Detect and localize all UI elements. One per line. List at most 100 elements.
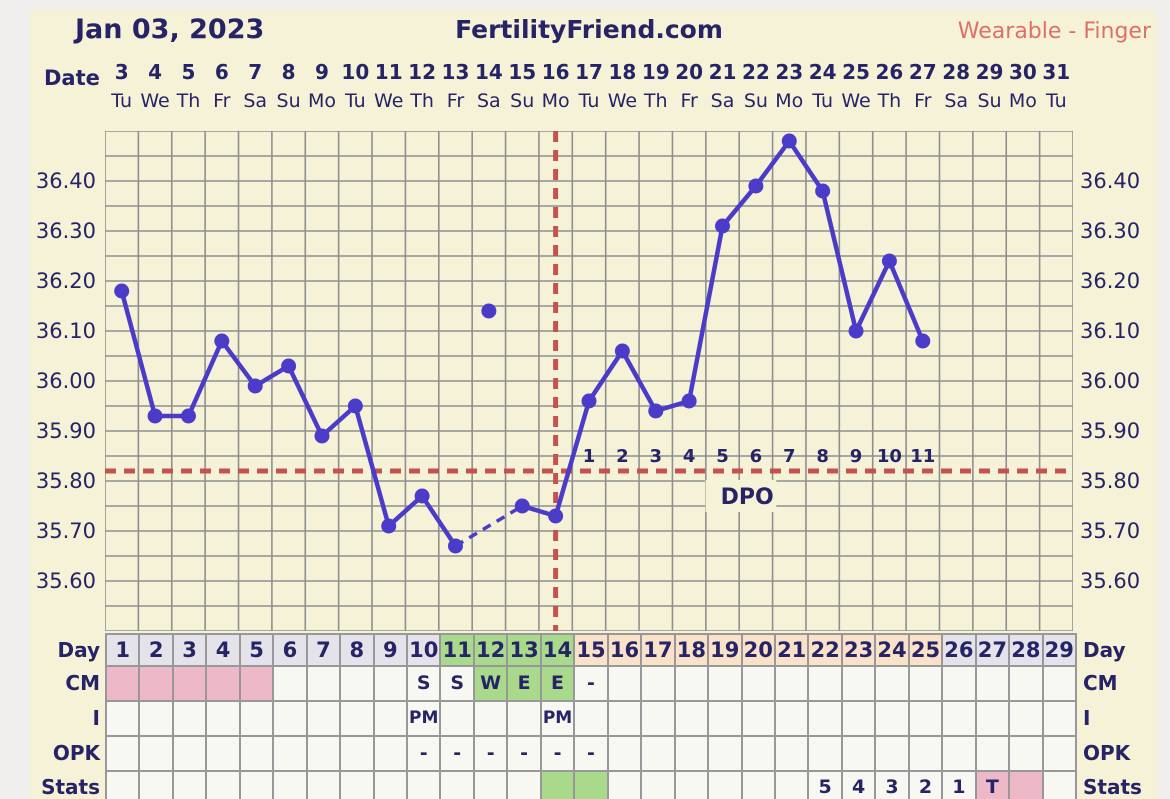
i-cell-day-2[interactable] [140, 702, 172, 735]
stats-cell-day-23[interactable]: 4 [842, 772, 875, 799]
opk-cell-day-4[interactable] [207, 737, 239, 770]
temp-point-day-19[interactable] [715, 218, 731, 234]
stats-cell-day-19[interactable] [709, 772, 741, 799]
cm-cell-day-26[interactable] [943, 667, 975, 700]
temp-point-day-4[interactable] [214, 333, 230, 349]
cm-cell-day-2[interactable] [140, 667, 172, 700]
i-cell-day-17[interactable] [642, 702, 674, 735]
temp-point-day-5[interactable] [247, 378, 263, 394]
day-cell-day-29[interactable]: 29 [1043, 635, 1075, 665]
temp-point-day-9[interactable] [381, 518, 397, 534]
opk-cell-day-6[interactable] [274, 737, 306, 770]
day-cell-day-23[interactable]: 23 [842, 635, 875, 665]
opk-cell-day-24[interactable] [876, 737, 908, 770]
day-cell-day-21[interactable]: 21 [775, 635, 808, 665]
stats-cell-day-27[interactable]: T [976, 772, 1009, 799]
cm-cell-day-16[interactable] [608, 667, 641, 700]
day-cell-day-6[interactable]: 6 [274, 635, 306, 665]
opk-cell-day-5[interactable] [240, 737, 273, 770]
stats-cell-day-20[interactable] [742, 772, 774, 799]
day-cell-day-8[interactable]: 8 [341, 635, 373, 665]
i-cell-day-24[interactable] [876, 702, 908, 735]
temp-point-day-20[interactable] [748, 178, 764, 194]
temp-point-day-11[interactable] [447, 538, 463, 554]
day-cell-day-9[interactable]: 9 [374, 635, 407, 665]
cm-cell-day-11[interactable]: S [441, 667, 473, 700]
cm-cell-day-14[interactable]: E [541, 667, 574, 700]
cm-cell-day-5[interactable] [240, 667, 273, 700]
day-cell-day-15[interactable]: 15 [575, 635, 607, 665]
stats-cell-day-2[interactable] [140, 772, 172, 799]
i-cell-day-7[interactable] [307, 702, 340, 735]
stats-cell-day-6[interactable] [274, 772, 306, 799]
day-cell-day-2[interactable]: 2 [140, 635, 172, 665]
opk-cell-day-9[interactable] [374, 737, 407, 770]
opk-cell-day-18[interactable] [675, 737, 708, 770]
cm-cell-day-23[interactable] [842, 667, 875, 700]
temp-point-day-15[interactable] [581, 393, 597, 409]
stats-cell-day-28[interactable] [1010, 772, 1042, 799]
day-cell-day-25[interactable]: 25 [909, 635, 942, 665]
day-cell-day-10[interactable]: 10 [408, 635, 440, 665]
cm-cell-day-22[interactable] [809, 667, 841, 700]
stats-cell-day-1[interactable] [107, 772, 139, 799]
temp-point-day-1[interactable] [114, 283, 130, 299]
i-cell-day-10[interactable]: PM [408, 702, 440, 735]
i-cell-day-26[interactable] [943, 702, 975, 735]
i-cell-day-20[interactable] [742, 702, 774, 735]
i-cell-day-29[interactable] [1043, 702, 1075, 735]
temp-point-day-10[interactable] [414, 488, 430, 504]
i-cell-day-18[interactable] [675, 702, 708, 735]
i-cell-day-19[interactable] [709, 702, 741, 735]
temp-point-day-7[interactable] [314, 428, 330, 444]
temp-point-day-17[interactable] [648, 403, 664, 419]
cm-cell-day-20[interactable] [742, 667, 774, 700]
temp-point-day-14[interactable] [548, 508, 564, 524]
stats-cell-day-18[interactable] [675, 772, 708, 799]
cm-cell-day-25[interactable] [909, 667, 942, 700]
cm-cell-day-9[interactable] [374, 667, 407, 700]
day-cell-day-20[interactable]: 20 [742, 635, 774, 665]
stats-cell-day-15[interactable] [575, 772, 607, 799]
i-cell-day-11[interactable] [441, 702, 473, 735]
stats-cell-day-24[interactable]: 3 [876, 772, 908, 799]
temp-point-day-18[interactable] [681, 393, 697, 409]
i-cell-day-27[interactable] [976, 702, 1009, 735]
opk-cell-day-28[interactable] [1010, 737, 1042, 770]
cm-cell-day-3[interactable] [173, 667, 206, 700]
stats-cell-day-21[interactable] [775, 772, 808, 799]
stats-cell-day-17[interactable] [642, 772, 674, 799]
stats-cell-day-29[interactable] [1043, 772, 1075, 799]
cm-cell-day-10[interactable]: S [408, 667, 440, 700]
opk-cell-day-17[interactable] [642, 737, 674, 770]
stats-cell-day-26[interactable]: 1 [943, 772, 975, 799]
cm-cell-day-4[interactable] [207, 667, 239, 700]
cm-cell-day-1[interactable] [107, 667, 139, 700]
opk-cell-day-23[interactable] [842, 737, 875, 770]
stats-cell-day-16[interactable] [608, 772, 641, 799]
i-cell-day-23[interactable] [842, 702, 875, 735]
stats-cell-day-9[interactable] [374, 772, 407, 799]
temp-point-day-21[interactable] [781, 133, 797, 149]
day-cell-day-12[interactable]: 12 [474, 635, 507, 665]
opk-cell-day-7[interactable] [307, 737, 340, 770]
temp-point-day-24[interactable] [881, 253, 897, 269]
i-cell-day-4[interactable] [207, 702, 239, 735]
stats-cell-day-7[interactable] [307, 772, 340, 799]
temp-point-day-3[interactable] [180, 408, 196, 424]
i-cell-day-16[interactable] [608, 702, 641, 735]
day-cell-day-7[interactable]: 7 [307, 635, 340, 665]
opk-cell-day-2[interactable] [140, 737, 172, 770]
opk-cell-day-1[interactable] [107, 737, 139, 770]
cm-cell-day-17[interactable] [642, 667, 674, 700]
stats-cell-day-12[interactable] [474, 772, 507, 799]
opk-cell-day-26[interactable] [943, 737, 975, 770]
opk-cell-day-15[interactable]: - [575, 737, 607, 770]
day-cell-day-19[interactable]: 19 [709, 635, 741, 665]
day-cell-day-5[interactable]: 5 [240, 635, 273, 665]
temp-point-day-23[interactable] [848, 323, 864, 339]
temp-point-day-13[interactable] [514, 498, 530, 514]
stats-cell-day-3[interactable] [173, 772, 206, 799]
day-cell-day-27[interactable]: 27 [976, 635, 1009, 665]
day-cell-day-1[interactable]: 1 [107, 635, 139, 665]
